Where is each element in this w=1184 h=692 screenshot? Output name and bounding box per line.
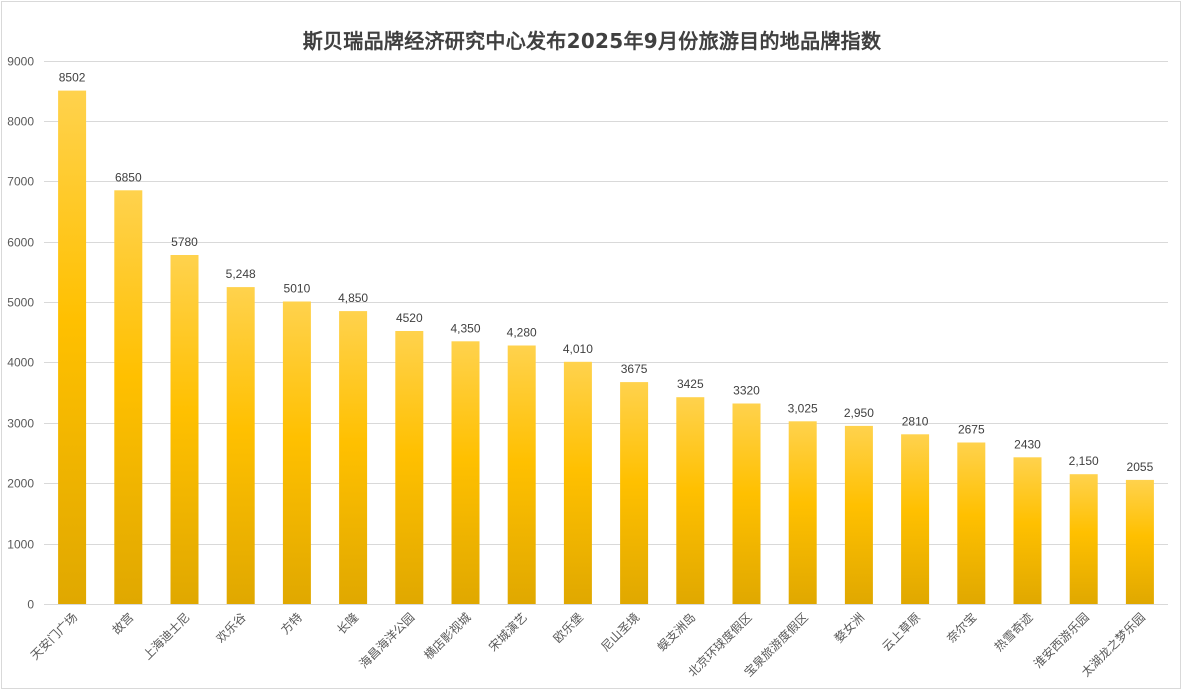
y-tick-label: 9000	[7, 55, 34, 69]
x-tick-label: 长隆	[334, 610, 362, 638]
x-tick-label: 蜈支洲岛	[654, 610, 699, 655]
bar	[339, 311, 368, 604]
data-label: 6850	[115, 170, 142, 184]
bar	[1013, 457, 1042, 604]
bar	[732, 403, 761, 604]
x-tick-label: 云上草原	[879, 610, 923, 654]
gridlines	[44, 61, 1168, 605]
y-tick-label: 7000	[7, 175, 34, 189]
x-tick-label: 方特	[277, 610, 305, 638]
x-tick-label: 上海迪士尼	[140, 610, 193, 663]
x-tick-label: 热雪奇迹	[992, 610, 1036, 654]
data-label: 4,010	[563, 342, 593, 356]
data-label: 2055	[1127, 460, 1154, 474]
bar	[226, 287, 255, 604]
y-tick-label: 5000	[7, 296, 34, 310]
x-tick-label: 婺女洲	[831, 610, 867, 646]
y-tick-label: 8000	[7, 115, 34, 129]
x-tick-label: 淮安西游乐园	[1030, 610, 1092, 672]
data-label: 5010	[284, 282, 311, 296]
bar	[507, 345, 536, 604]
data-label: 5780	[171, 235, 198, 249]
data-label: 3425	[677, 377, 704, 391]
bar	[114, 190, 143, 605]
bar	[957, 442, 986, 604]
x-tick-label: 欧乐堡	[550, 610, 586, 646]
bar	[451, 341, 480, 604]
bar	[620, 382, 649, 604]
bar	[282, 301, 311, 604]
data-label: 2430	[1014, 437, 1041, 451]
data-label: 5,248	[226, 267, 256, 281]
y-tick-label: 4000	[7, 356, 34, 370]
data-label: 2810	[902, 414, 929, 428]
x-tick-label: 天安门广场	[27, 610, 80, 663]
bar	[58, 90, 87, 605]
data-label: 4,350	[450, 321, 480, 335]
bar	[1069, 474, 1098, 604]
bars	[58, 90, 1154, 605]
data-label: 2675	[958, 423, 985, 437]
data-label: 4,280	[507, 326, 537, 340]
bar	[170, 255, 199, 604]
chart-title: 斯贝瑞品牌经济研究中心发布2025年9月份旅游目的地品牌指数	[302, 29, 882, 53]
data-label: 3320	[733, 384, 760, 398]
bar	[901, 434, 930, 604]
data-label: 3,025	[788, 401, 818, 415]
x-tick-label: 海昌海洋公园	[356, 610, 418, 672]
data-label: 8502	[59, 71, 86, 85]
x-tick-label: 尼山圣境	[598, 610, 643, 655]
x-tick-label: 横店影视城	[421, 610, 474, 663]
data-label: 4,850	[338, 291, 368, 305]
bar	[1125, 479, 1154, 604]
bar	[844, 425, 873, 604]
data-label: 2,150	[1069, 454, 1099, 468]
data-labels: 8502 6850 5780 5,248 5010 4,850 4520 4,350 4,280…	[59, 71, 1154, 474]
x-tick-label: 欢乐谷	[213, 610, 249, 646]
y-tick-label: 2000	[7, 477, 34, 491]
data-label: 2,950	[844, 406, 874, 420]
y-tick-label: 3000	[7, 417, 34, 431]
y-tick-label: 6000	[7, 236, 34, 250]
x-tick-label: 故宫	[109, 610, 137, 638]
y-tick-label: 1000	[7, 538, 34, 552]
bar	[395, 331, 424, 604]
data-label: 4520	[396, 311, 423, 325]
x-tick-label: 奈尔宝	[943, 610, 979, 646]
data-label: 3675	[621, 362, 648, 376]
bar	[788, 421, 817, 604]
bar	[563, 361, 592, 604]
y-tick-label: 0	[27, 598, 34, 612]
bar	[676, 397, 705, 604]
y-axis-ticks: 0 1000 2000 3000 4000 5000 6000 7000 8000 9000	[7, 55, 34, 612]
x-tick-label: 宋城演艺	[485, 610, 530, 655]
